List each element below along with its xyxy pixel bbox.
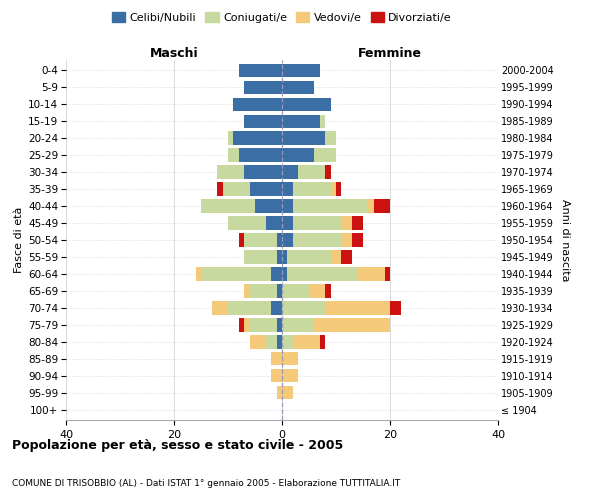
Text: Femmine: Femmine: [358, 47, 422, 60]
Bar: [282, 234, 293, 246]
Bar: [239, 148, 282, 162]
Bar: [293, 336, 320, 348]
Bar: [282, 284, 309, 298]
Bar: [358, 268, 385, 280]
Legend: Celibi/Nubili, Coniugati/e, Vedovi/e, Divorziati/e: Celibi/Nubili, Coniugati/e, Vedovi/e, Di…: [107, 8, 457, 28]
Bar: [352, 216, 363, 230]
Bar: [244, 80, 282, 94]
Bar: [266, 336, 277, 348]
Bar: [293, 182, 331, 196]
Bar: [320, 114, 325, 128]
Bar: [341, 216, 352, 230]
Bar: [368, 200, 374, 212]
Bar: [287, 250, 331, 264]
Bar: [320, 336, 325, 348]
Bar: [325, 132, 336, 144]
Bar: [277, 336, 282, 348]
Bar: [282, 216, 293, 230]
Bar: [212, 302, 228, 314]
Bar: [277, 234, 282, 246]
Y-axis label: Anni di nascita: Anni di nascita: [560, 198, 571, 281]
Bar: [282, 318, 314, 332]
Bar: [336, 182, 341, 196]
Bar: [341, 250, 352, 264]
Bar: [282, 80, 314, 94]
Bar: [250, 284, 277, 298]
Text: COMUNE DI TRISOBBIO (AL) - Dati ISTAT 1° gennaio 2005 - Elaborazione TUTTITALIA.: COMUNE DI TRISOBBIO (AL) - Dati ISTAT 1°…: [12, 478, 400, 488]
Y-axis label: Fasce di età: Fasce di età: [14, 207, 24, 273]
Bar: [282, 64, 320, 77]
Bar: [244, 284, 250, 298]
Bar: [271, 352, 282, 366]
Bar: [325, 166, 331, 178]
Bar: [287, 268, 358, 280]
Bar: [331, 250, 341, 264]
Bar: [309, 284, 325, 298]
Bar: [266, 216, 282, 230]
Bar: [331, 182, 336, 196]
Bar: [228, 216, 266, 230]
Bar: [352, 234, 363, 246]
Bar: [250, 336, 266, 348]
Bar: [277, 250, 282, 264]
Bar: [244, 234, 277, 246]
Bar: [282, 98, 331, 111]
Bar: [282, 302, 325, 314]
Bar: [228, 302, 271, 314]
Bar: [228, 132, 233, 144]
Bar: [341, 234, 352, 246]
Bar: [282, 166, 298, 178]
Bar: [325, 284, 331, 298]
Bar: [277, 284, 282, 298]
Bar: [390, 302, 401, 314]
Bar: [277, 386, 282, 400]
Bar: [282, 369, 298, 382]
Bar: [282, 132, 325, 144]
Bar: [282, 182, 293, 196]
Bar: [250, 318, 277, 332]
Bar: [244, 318, 250, 332]
Bar: [228, 148, 239, 162]
Bar: [282, 268, 287, 280]
Bar: [282, 336, 293, 348]
Bar: [282, 114, 320, 128]
Bar: [250, 182, 282, 196]
Bar: [217, 166, 244, 178]
Bar: [293, 234, 341, 246]
Bar: [196, 268, 201, 280]
Bar: [271, 268, 282, 280]
Bar: [325, 302, 390, 314]
Bar: [271, 369, 282, 382]
Bar: [314, 148, 336, 162]
Bar: [201, 200, 255, 212]
Bar: [233, 132, 282, 144]
Text: Maschi: Maschi: [149, 47, 199, 60]
Bar: [217, 182, 223, 196]
Bar: [277, 318, 282, 332]
Bar: [239, 64, 282, 77]
Bar: [298, 166, 325, 178]
Bar: [282, 200, 293, 212]
Bar: [244, 166, 282, 178]
Text: Popolazione per età, sesso e stato civile - 2005: Popolazione per età, sesso e stato civil…: [12, 440, 343, 452]
Bar: [223, 182, 250, 196]
Bar: [255, 200, 282, 212]
Bar: [293, 200, 368, 212]
Bar: [244, 250, 277, 264]
Bar: [374, 200, 390, 212]
Bar: [282, 250, 287, 264]
Bar: [282, 148, 314, 162]
Bar: [385, 268, 390, 280]
Bar: [282, 352, 298, 366]
Bar: [239, 234, 244, 246]
Bar: [233, 98, 282, 111]
Bar: [201, 268, 271, 280]
Bar: [293, 216, 341, 230]
Bar: [244, 114, 282, 128]
Bar: [271, 302, 282, 314]
Bar: [314, 318, 390, 332]
Bar: [239, 318, 244, 332]
Bar: [282, 386, 293, 400]
